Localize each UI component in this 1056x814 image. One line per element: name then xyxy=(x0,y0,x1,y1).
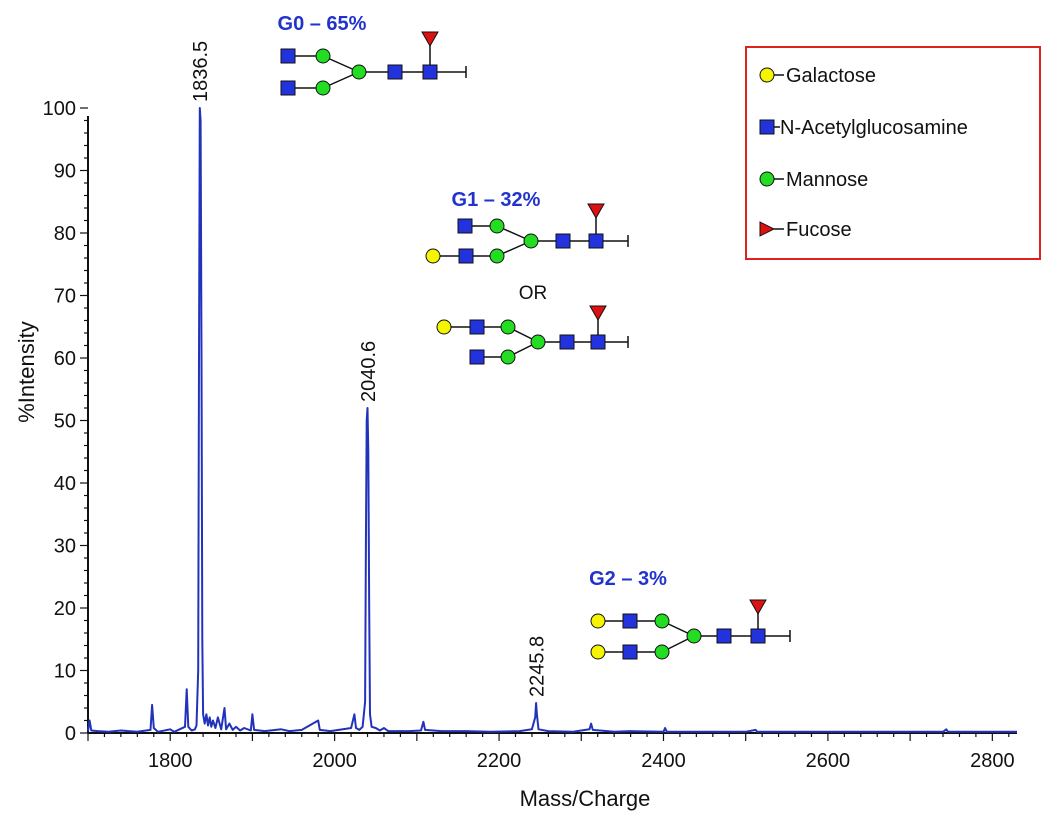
glcnac-icon xyxy=(387,64,403,80)
y-tick-label: 80 xyxy=(54,223,76,245)
mannose-icon xyxy=(500,349,516,365)
fucose-icon xyxy=(759,221,776,237)
legend-item-mannose: Mannose xyxy=(759,169,868,191)
glcnac-icon xyxy=(559,334,575,350)
mannose-icon xyxy=(315,48,331,64)
y-tick-label: 30 xyxy=(54,536,76,558)
x-tick-label: 1800 xyxy=(148,750,193,772)
x-tick-label: 2800 xyxy=(970,750,1015,772)
y-tick-label: 90 xyxy=(54,161,76,183)
fucose-icon xyxy=(749,599,767,616)
y-tick-label: 50 xyxy=(54,411,76,433)
fucose-icon xyxy=(587,203,605,220)
legend-box xyxy=(745,46,1041,260)
glcnac-icon xyxy=(280,48,296,64)
galactose-icon xyxy=(590,613,606,629)
y-tick-label: 60 xyxy=(54,348,76,370)
legend-label: Fucose xyxy=(786,219,852,241)
mannose-icon xyxy=(654,644,670,660)
legend-label: N-Acetylglucosamine xyxy=(780,117,968,139)
mannose-icon xyxy=(530,334,546,350)
peak-label: 1836.5 xyxy=(190,41,212,102)
y-tick-label: 70 xyxy=(54,286,76,308)
glcnac-icon xyxy=(280,80,296,96)
glcnac-icon xyxy=(469,349,485,365)
glcnac-icon xyxy=(759,119,775,135)
peak-labels: 1836.5 2040.6 2245.8 xyxy=(190,41,549,697)
y-tick-label: 10 xyxy=(54,661,76,683)
y-tick-label: 100 xyxy=(43,98,76,120)
legend: Galactose N-Acetylglucosamine Mannose Fu… xyxy=(745,46,1041,260)
g2-glycan-structure xyxy=(590,599,791,660)
mannose-icon xyxy=(489,218,505,234)
mannose-icon xyxy=(489,248,505,264)
g2-annotation: G2 – 3% xyxy=(589,568,667,590)
glcnac-icon xyxy=(457,218,473,234)
peak-label: 2245.8 xyxy=(527,636,549,697)
y-tick-label: 20 xyxy=(54,598,76,620)
spectrum-line xyxy=(87,107,1017,733)
x-tick-label: 2000 xyxy=(312,750,357,772)
fucose-icon xyxy=(421,31,439,48)
glcnac-icon xyxy=(555,233,571,249)
galactose-icon xyxy=(590,644,606,660)
galactose-icon xyxy=(759,67,775,83)
x-tick-label: 2200 xyxy=(477,750,522,772)
legend-item-fucose: Fucose xyxy=(759,219,852,241)
legend-item-galactose: Galactose xyxy=(759,65,876,87)
x-tick-label: 2400 xyxy=(641,750,686,772)
glcnac-icon xyxy=(750,628,766,644)
x-axis-ticks: 1800 2000 2200 2400 2600 2800 xyxy=(87,733,1015,772)
legend-label: Mannose xyxy=(786,169,868,191)
x-axis-title: Mass/Charge xyxy=(520,786,651,811)
g1-annotation: G1 – 32% xyxy=(452,189,541,211)
galactose-icon xyxy=(436,319,452,335)
g1-glycan-structure-b xyxy=(436,305,629,365)
glcnac-icon xyxy=(469,319,485,335)
legend-label: Galactose xyxy=(786,65,876,87)
mannose-icon xyxy=(351,64,367,80)
g0-annotation: G0 – 65% xyxy=(278,13,367,35)
glcnac-icon xyxy=(716,628,732,644)
mannose-icon xyxy=(500,319,516,335)
y-axis-ticks: 0 10 20 30 40 50 60 70 80 90 100 xyxy=(43,98,88,745)
g1-glycan-structure-a xyxy=(425,203,629,264)
y-tick-label: 40 xyxy=(54,473,76,495)
glcnac-icon xyxy=(422,64,438,80)
glcnac-icon xyxy=(458,248,474,264)
g0-glycan-structure xyxy=(280,31,467,96)
mannose-icon xyxy=(686,628,702,644)
y-axis-title: %Intensity xyxy=(14,321,39,423)
glcnac-icon xyxy=(590,334,606,350)
x-tick-label: 2600 xyxy=(806,750,851,772)
mannose-icon xyxy=(315,80,331,96)
mannose-icon xyxy=(523,233,539,249)
mannose-icon xyxy=(759,171,775,187)
or-annotation: OR xyxy=(519,283,548,304)
glcnac-icon xyxy=(622,644,638,660)
y-tick-label: 0 xyxy=(65,723,76,745)
glcnac-icon xyxy=(622,613,638,629)
galactose-icon xyxy=(425,248,441,264)
legend-item-n-acetylglucosamine: N-Acetylglucosamine xyxy=(759,117,968,139)
fucose-icon xyxy=(589,305,607,322)
glcnac-icon xyxy=(588,233,604,249)
peak-label: 2040.6 xyxy=(358,341,380,402)
mannose-icon xyxy=(654,613,670,629)
